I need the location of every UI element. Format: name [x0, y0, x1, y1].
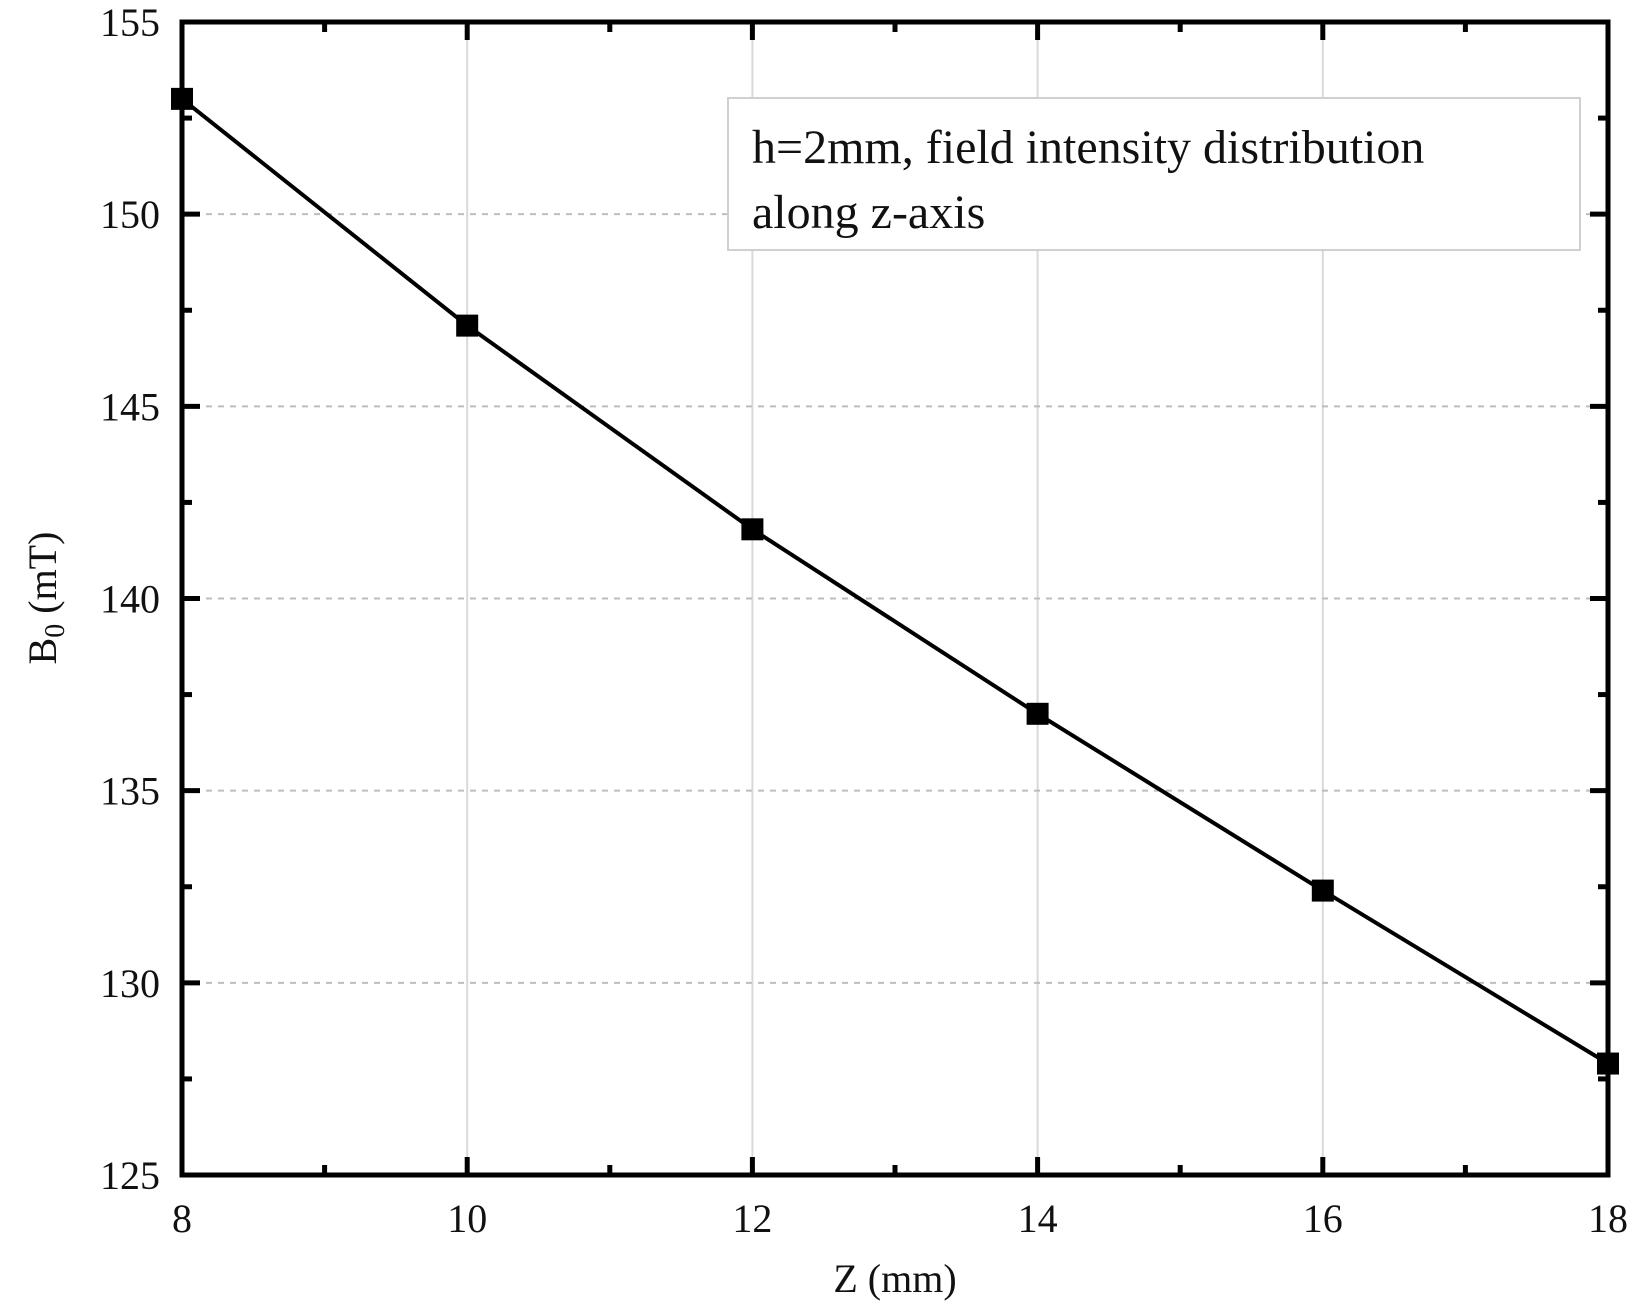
data-point-12	[741, 518, 764, 541]
y-tick-label-155: 155	[100, 0, 160, 45]
x-axis-title: Z (mm)	[833, 1256, 956, 1301]
y-tick-label-125: 125	[100, 1153, 160, 1198]
x-tick-label-10: 10	[447, 1196, 487, 1241]
data-point-18	[1597, 1052, 1619, 1075]
annotation-frame	[727, 97, 1581, 251]
x-tick-label-14: 14	[1018, 1196, 1058, 1241]
x-tick-label-8: 8	[172, 1196, 192, 1241]
annotation-line-2: along z-axis	[752, 186, 985, 239]
y-tick-label-140: 140	[100, 577, 160, 622]
x-tick-label-16: 16	[1303, 1196, 1343, 1241]
data-point-16	[1311, 879, 1334, 902]
x-tick-labels: 8 10 12 14 16 18	[172, 1196, 1628, 1241]
annotation-line-1: h=2mm, field intensity distribution	[752, 121, 1424, 174]
y-tick-label-150: 150	[100, 192, 160, 237]
annotation-box: h=2mm, field intensity distribution alon…	[727, 97, 1581, 251]
y-axis-title-main: B	[20, 638, 65, 665]
data-point-14	[1026, 702, 1049, 725]
y-axis-title-subscript: 0	[40, 624, 71, 638]
y-tick-label-130: 130	[100, 961, 160, 1006]
series-layer	[171, 87, 1619, 1075]
y-tick-label-135: 135	[100, 769, 160, 814]
series-line-0	[180, 97, 1610, 1066]
data-point-10	[456, 314, 479, 337]
plot-frame	[179, 19, 1611, 1178]
x-tick-label-18: 18	[1588, 1196, 1628, 1241]
y-tick-label-145: 145	[100, 384, 160, 429]
x-tick-label-12: 12	[732, 1196, 772, 1241]
data-point-8	[171, 87, 193, 110]
y-axis-title-rest: (mT)	[20, 532, 65, 624]
y-axis-title: B0 (mT)	[20, 532, 71, 665]
y-tick-labels: 125 130 135 140 145 150 155	[100, 0, 160, 1198]
